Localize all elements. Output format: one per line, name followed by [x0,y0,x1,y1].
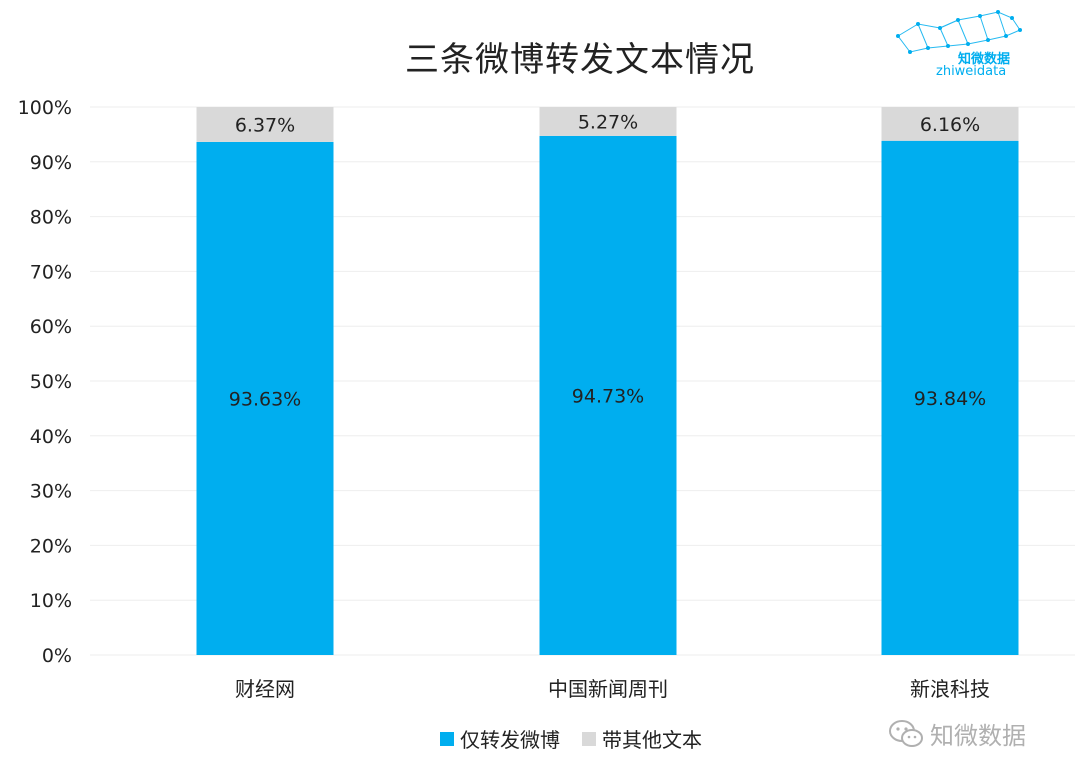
legend-label-repost-only: 仅转发微博 [460,728,560,752]
bar-repost-only [539,135,677,656]
y-tick-label: 70% [30,261,72,283]
y-tick-label: 80% [30,207,72,229]
x-tick-label: 新浪科技 [910,677,990,701]
bar-with-text [196,107,334,142]
zhiweidata-logo [888,6,1028,86]
data-label: 94.73% [572,385,644,407]
legend-swatch-with-text [582,731,596,746]
wechat-icon [889,719,923,747]
chart-title: 三条微博转发文本情况 [405,40,755,80]
legend-item-repost-only: 仅转发微博 [440,724,560,753]
chart-legend: 仅转发微博 带其他文本 [440,724,724,753]
bar-with-text [881,107,1019,141]
y-tick-label: 100% [18,97,72,119]
y-tick-label: 40% [30,426,72,448]
data-label: 93.63% [229,388,301,410]
y-tick-label: 0% [42,645,72,667]
data-label: 6.16% [920,114,980,136]
x-tick-label: 中国新闻周刊 [548,677,668,701]
legend-label-with-text: 带其他文本 [602,728,702,752]
data-label: 6.37% [235,114,295,136]
watermark: 知微数据 [888,716,1026,751]
y-tick-label: 30% [30,481,72,503]
x-tick-label: 财经网 [235,677,295,701]
stacked-bar-chart: 0% 10% 20% 30% 40% 50% 60% 70% 80% 90% 100% 93.63% 6… [18,97,1075,701]
y-tick-label: 90% [30,152,72,174]
y-tick-label: 20% [30,535,72,557]
y-tick-label: 60% [30,316,72,338]
y-tick-label: 50% [30,371,72,393]
data-label: 93.84% [914,388,986,410]
logo-name-cn: 知微数据 [958,52,1011,67]
legend-item-with-text: 带其他文本 [582,724,702,753]
y-tick-label: 10% [30,590,72,612]
bar-repost-only [881,140,1019,655]
logo-name-en: zhiweidata [936,64,1007,79]
watermark-text: 知微数据 [930,722,1026,750]
data-label: 5.27% [578,111,638,133]
bar-with-text [539,107,677,136]
legend-swatch-repost-only [440,731,454,746]
bar-repost-only [196,141,334,655]
